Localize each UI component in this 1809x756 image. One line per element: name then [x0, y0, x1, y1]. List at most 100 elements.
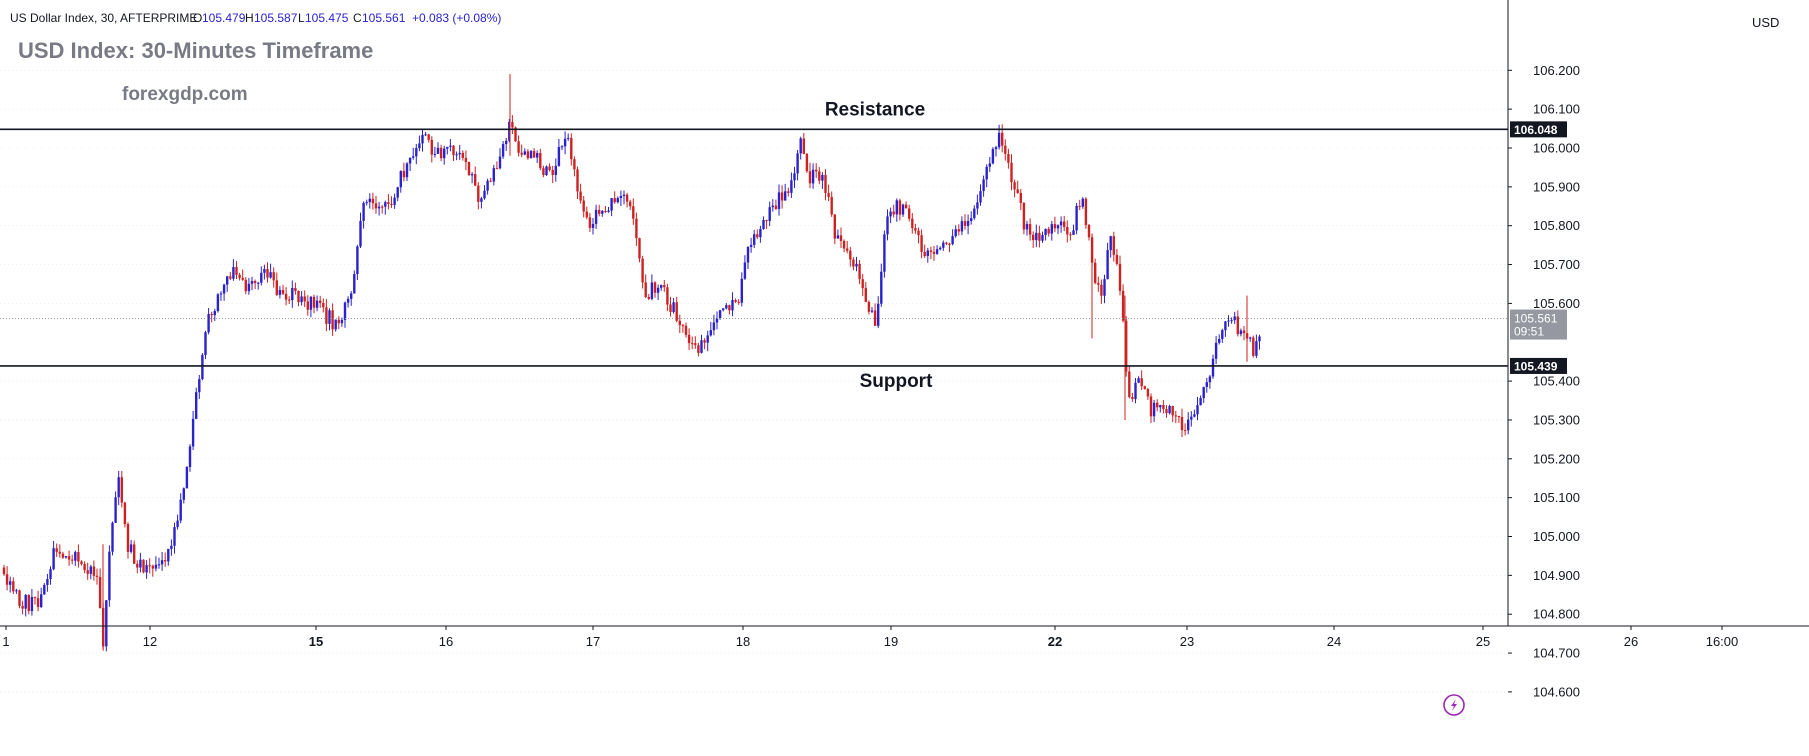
candle-bull[interactable]: [740, 278, 743, 303]
candle-bull[interactable]: [1218, 339, 1221, 343]
candle-bear[interactable]: [864, 288, 867, 302]
candle-bear[interactable]: [1097, 282, 1100, 285]
candle-bear[interactable]: [86, 570, 89, 574]
candle-bear[interactable]: [439, 147, 443, 159]
candle-bear[interactable]: [963, 221, 967, 226]
candle-bull[interactable]: [762, 219, 765, 230]
candle-bear[interactable]: [539, 153, 542, 169]
candle-bear[interactable]: [805, 153, 809, 172]
candle-bear[interactable]: [818, 171, 821, 181]
lightning-alert-icon[interactable]: [1443, 694, 1465, 716]
candle-bear[interactable]: [98, 576, 102, 608]
candle-bull[interactable]: [1041, 235, 1044, 241]
candle-bear[interactable]: [36, 598, 40, 608]
candle-bull[interactable]: [877, 303, 880, 326]
candle-bear[interactable]: [238, 274, 241, 278]
candle-bull[interactable]: [743, 262, 747, 279]
candle-bull[interactable]: [188, 446, 192, 468]
candle-bull[interactable]: [1103, 279, 1106, 296]
candle-bear[interactable]: [92, 566, 96, 576]
candle-bull[interactable]: [157, 564, 161, 566]
candle-bear[interactable]: [703, 340, 706, 343]
candle-bear[interactable]: [517, 141, 520, 153]
candle-bull[interactable]: [1199, 398, 1202, 406]
candle-bear[interactable]: [833, 214, 836, 239]
candle-bull[interactable]: [384, 202, 387, 207]
candle-bull[interactable]: [836, 235, 840, 239]
candle-bear[interactable]: [1112, 236, 1115, 255]
candle-bull[interactable]: [486, 180, 489, 191]
candle-bear[interactable]: [1078, 205, 1081, 207]
candle-bull[interactable]: [523, 151, 526, 155]
candle-bull[interactable]: [870, 310, 874, 312]
candle-bull[interactable]: [1211, 358, 1215, 377]
candle-bear[interactable]: [1019, 192, 1022, 203]
candle-bull[interactable]: [545, 166, 548, 176]
candle-bull[interactable]: [222, 284, 226, 294]
candle-bull[interactable]: [43, 584, 46, 595]
candle-bear[interactable]: [684, 325, 688, 335]
candle-bull[interactable]: [901, 204, 905, 215]
candle-bull[interactable]: [886, 216, 889, 235]
candle-bear[interactable]: [911, 218, 914, 229]
candle-bull[interactable]: [982, 179, 985, 192]
candle-bear[interactable]: [867, 301, 871, 312]
candle-bear[interactable]: [613, 198, 616, 203]
candle-bear[interactable]: [241, 277, 244, 280]
candle-bear[interactable]: [526, 151, 530, 159]
candle-bull[interactable]: [771, 205, 774, 208]
candle-bear[interactable]: [629, 201, 632, 207]
candle-bear[interactable]: [1121, 290, 1125, 321]
candle-bear[interactable]: [1162, 405, 1165, 410]
candle-bear[interactable]: [920, 235, 923, 252]
candle-bull[interactable]: [213, 311, 216, 316]
candle-bear[interactable]: [1084, 198, 1088, 225]
candle-bull[interactable]: [108, 551, 111, 601]
candle-bear[interactable]: [514, 127, 517, 142]
candle-bull[interactable]: [718, 310, 722, 319]
candle-bull[interactable]: [480, 198, 483, 202]
candle-bull[interactable]: [731, 300, 734, 311]
candle-bear[interactable]: [691, 343, 694, 345]
candle-bear[interactable]: [58, 551, 61, 554]
candle-bear[interactable]: [1016, 189, 1019, 193]
candle-bear[interactable]: [133, 544, 136, 564]
candle-bull[interactable]: [436, 147, 440, 154]
candle-bear[interactable]: [1028, 224, 1032, 235]
candle-bear[interactable]: [830, 196, 833, 215]
candle-bear[interactable]: [381, 206, 384, 208]
support-resistance-lines[interactable]: Resistance Support: [0, 99, 1508, 392]
candle-bear[interactable]: [1001, 132, 1004, 146]
candle-bull[interactable]: [340, 319, 344, 324]
candle-bear[interactable]: [923, 251, 926, 257]
candle-bear[interactable]: [663, 285, 666, 288]
candle-bull[interactable]: [195, 392, 198, 419]
candle-bear[interactable]: [1125, 320, 1128, 372]
candle-bear[interactable]: [917, 230, 920, 236]
candle-bull[interactable]: [1233, 316, 1236, 321]
candle-bull[interactable]: [536, 153, 539, 158]
candle-bear[interactable]: [669, 304, 672, 313]
candle-bear[interactable]: [461, 152, 464, 158]
candle-bear[interactable]: [1236, 316, 1239, 335]
candle-bull[interactable]: [30, 597, 34, 612]
candle-bear[interactable]: [235, 267, 238, 275]
candle-bear[interactable]: [33, 597, 37, 599]
candle-bear[interactable]: [387, 202, 390, 204]
candle-bull[interactable]: [346, 298, 350, 303]
candle-bull[interactable]: [954, 229, 957, 237]
time-axis[interactable]: 1 12 15 16 17 18 19 22 23 24 25 26 16:00: [2, 626, 1738, 649]
candle-bear[interactable]: [542, 168, 545, 176]
candle-bull[interactable]: [421, 134, 424, 144]
candle-bull[interactable]: [712, 322, 716, 331]
candle-bear[interactable]: [297, 290, 300, 303]
candle-bear[interactable]: [1063, 221, 1066, 227]
candle-bear[interactable]: [647, 296, 650, 299]
candle-bear[interactable]: [598, 209, 601, 214]
candle-bear[interactable]: [1177, 416, 1181, 418]
candle-bear[interactable]: [489, 180, 492, 182]
candle-bull[interactable]: [377, 206, 381, 209]
candle-bull[interactable]: [883, 234, 886, 272]
candle-bear[interactable]: [312, 296, 316, 308]
candle-bear[interactable]: [325, 307, 328, 324]
